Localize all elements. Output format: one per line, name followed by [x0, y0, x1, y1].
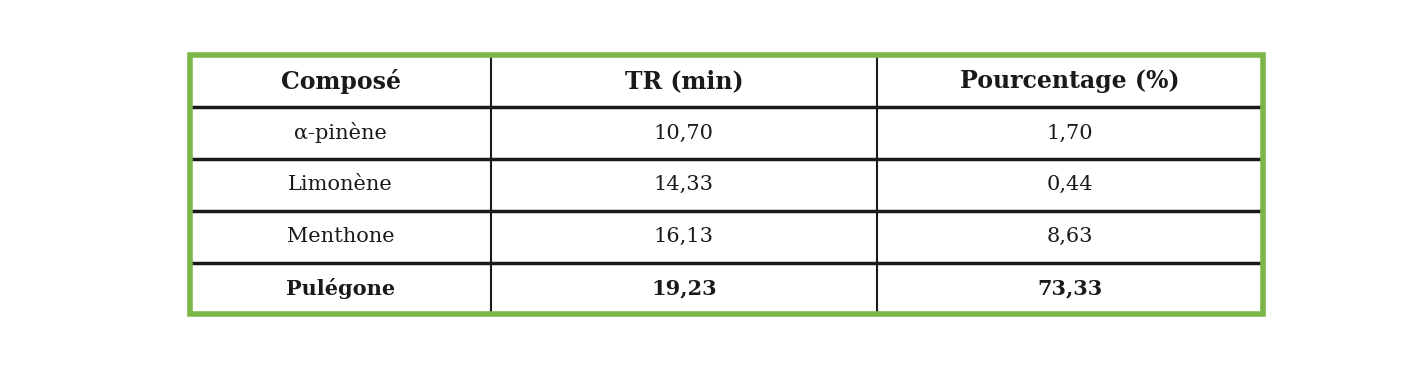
Text: Pulégone: Pulégone	[286, 278, 396, 299]
Text: α-pinène: α-pinène	[294, 123, 387, 143]
Text: Pourcentage (%): Pourcentage (%)	[960, 69, 1180, 93]
Text: 16,13: 16,13	[654, 227, 713, 246]
Text: 19,23: 19,23	[651, 279, 716, 299]
Text: Composé: Composé	[281, 68, 401, 94]
Text: 8,63: 8,63	[1046, 227, 1093, 246]
Text: 14,33: 14,33	[654, 175, 713, 194]
Text: 10,70: 10,70	[654, 123, 713, 142]
Text: TR (min): TR (min)	[624, 69, 743, 93]
Text: Limonène: Limonène	[288, 175, 393, 194]
Text: 0,44: 0,44	[1046, 175, 1093, 194]
Text: Menthone: Menthone	[286, 227, 394, 246]
Text: 1,70: 1,70	[1046, 123, 1093, 142]
Text: 73,33: 73,33	[1038, 279, 1103, 299]
